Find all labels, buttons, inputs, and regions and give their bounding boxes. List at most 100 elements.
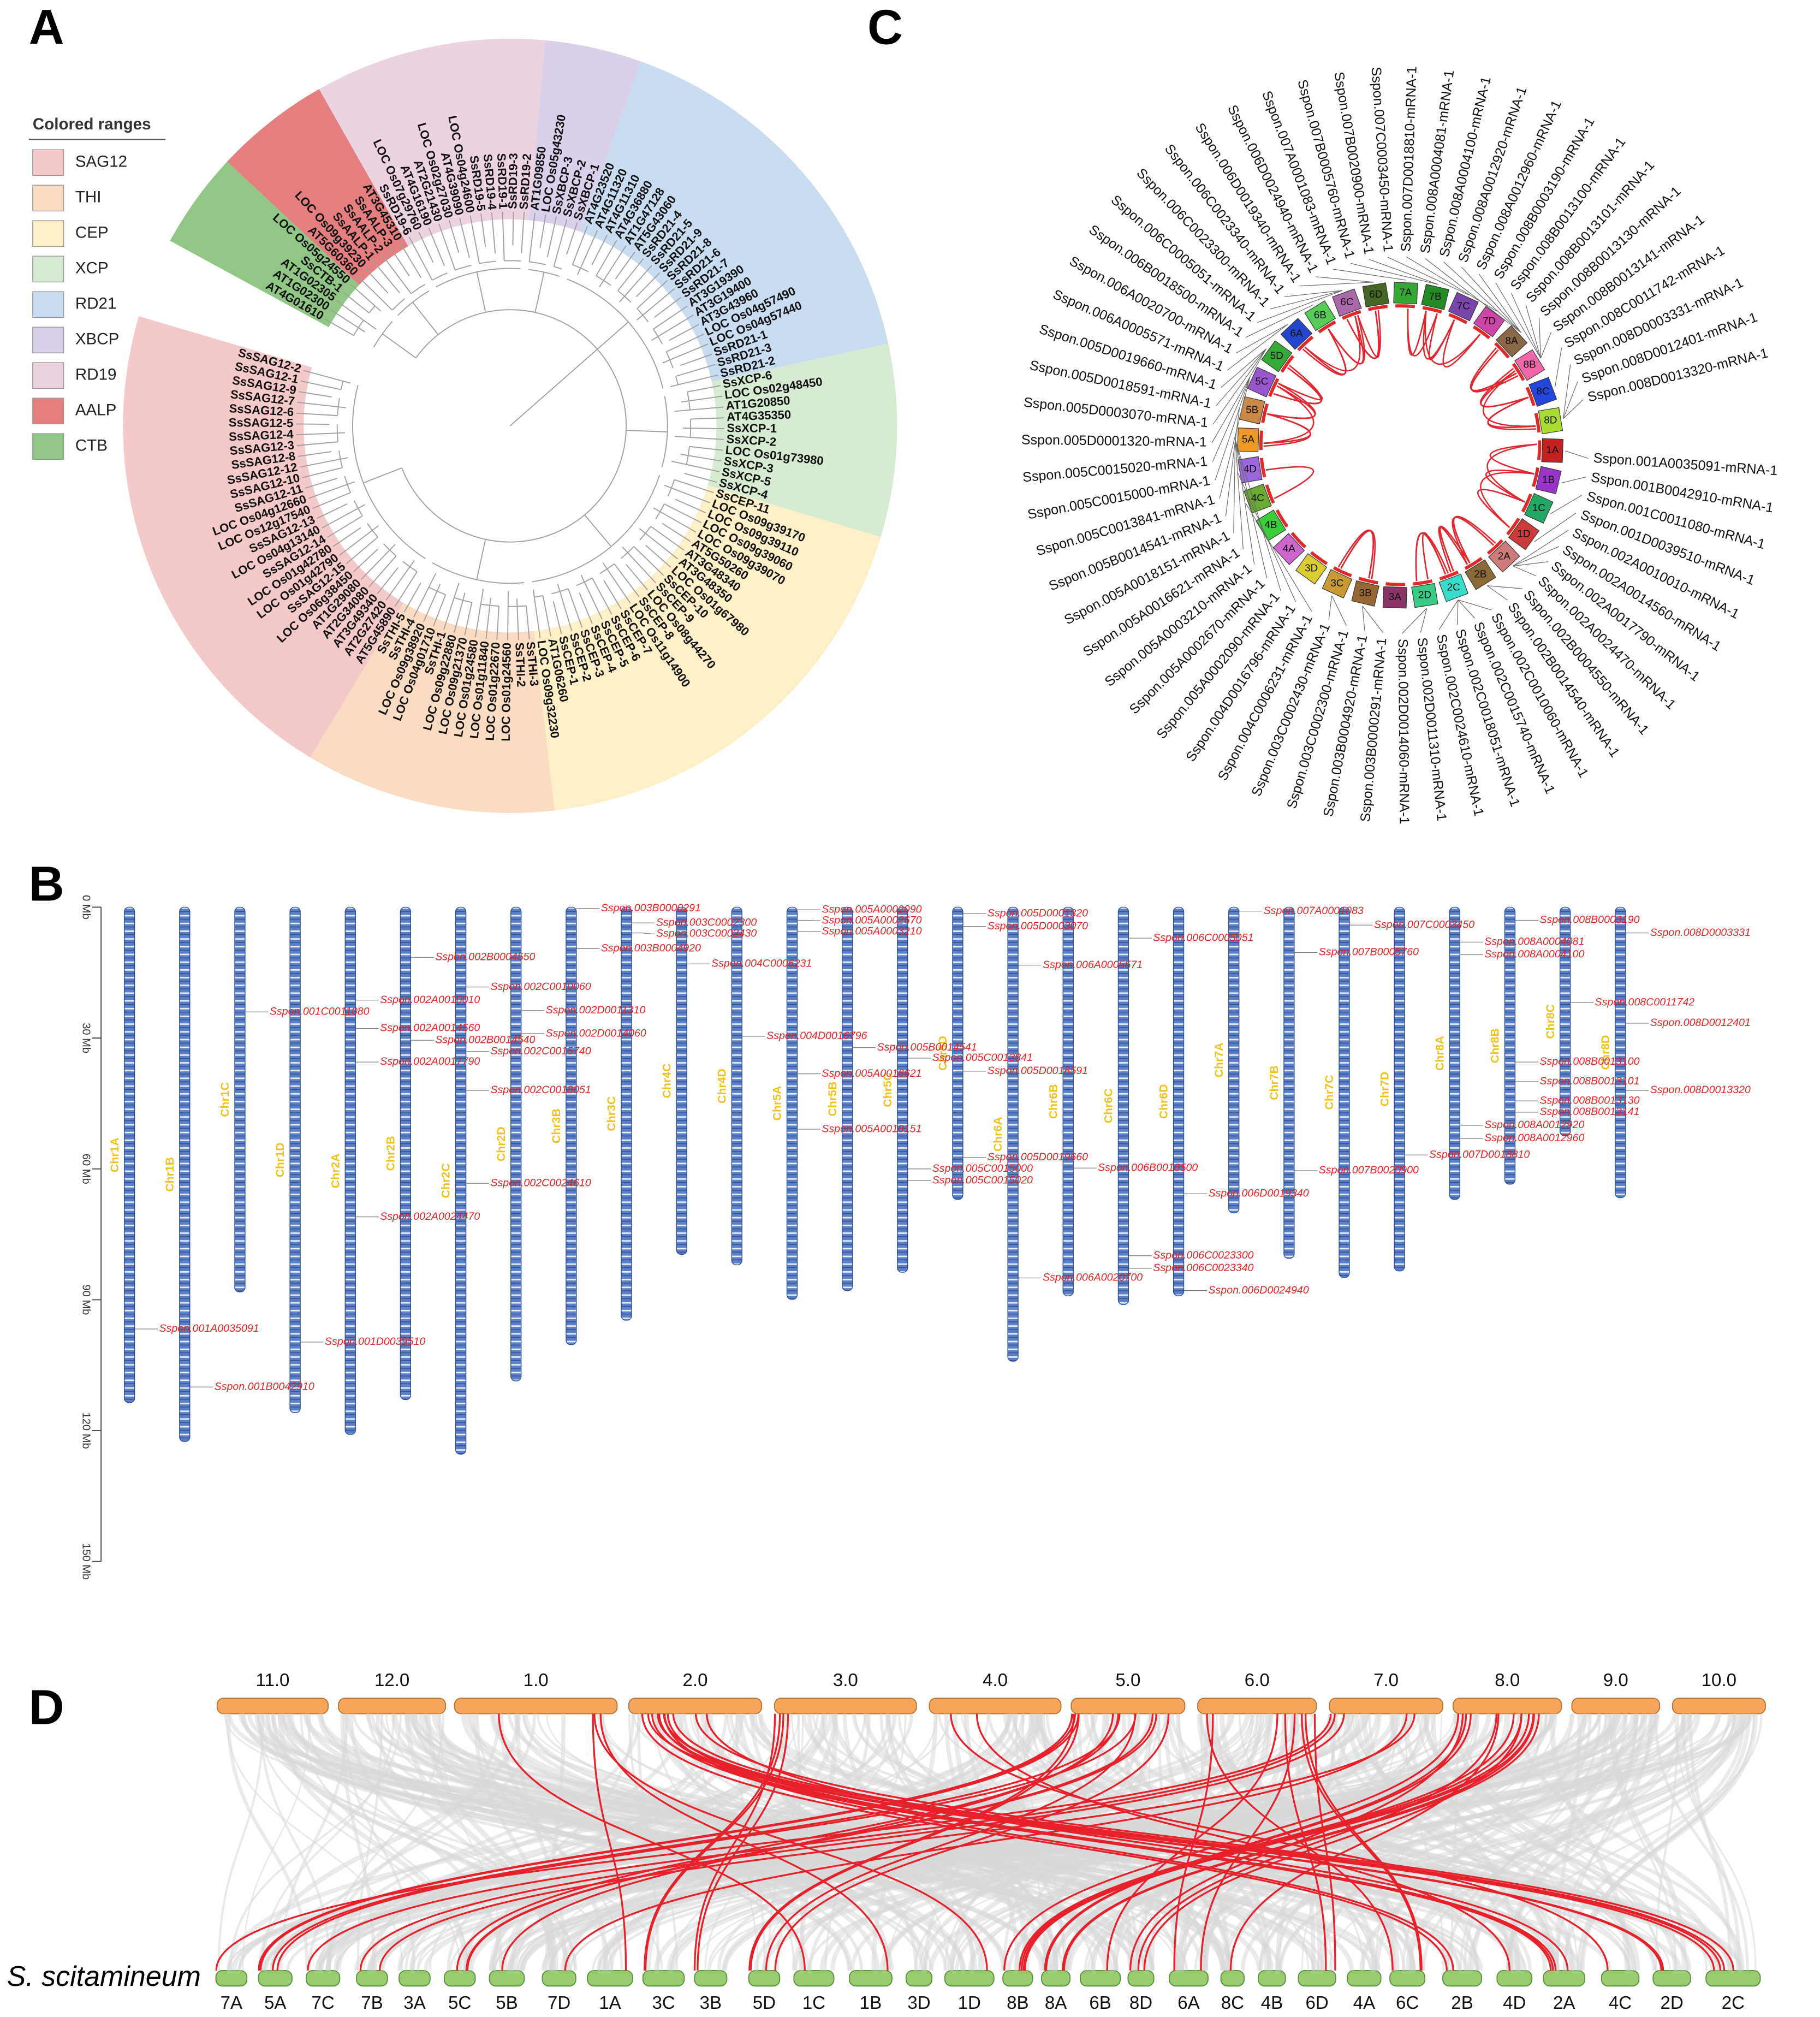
branch: [666, 334, 704, 353]
gene-link: [379, 1713, 1415, 1971]
collinear-block: [1121, 1713, 1178, 1971]
colored-range: [579, 61, 889, 382]
branch: [617, 258, 644, 291]
gene-label: Sspon.005D0018591: [988, 1065, 1088, 1077]
bottom-chromosome-label: 6C: [1396, 1993, 1419, 2013]
branch: [576, 577, 593, 586]
chromosome-box: [1247, 366, 1277, 398]
branch: [326, 515, 363, 538]
branch: [368, 555, 397, 588]
gene-connector: [1513, 561, 1549, 567]
branch: [433, 594, 447, 626]
synteny-link: [1265, 466, 1315, 500]
chromosome-box: [1421, 283, 1449, 310]
gene-connector: [1235, 439, 1268, 579]
chromosome-label: 3C: [1330, 578, 1343, 589]
legend-swatch: [32, 433, 64, 460]
synteny-link: [1489, 443, 1537, 474]
branch: [312, 492, 351, 509]
chromosome-label: Chr1C: [218, 1082, 231, 1117]
collinear-block: [824, 1713, 907, 1971]
branch: [617, 290, 632, 303]
branch: [397, 290, 430, 316]
gene-link: [1045, 1713, 1472, 1971]
synteny-link: [1486, 443, 1537, 503]
chromosome-ring: [1261, 403, 1269, 423]
gene-label: Sspon.007D0018810-mRNA-1: [1398, 66, 1419, 252]
gene-connector: [1513, 546, 1560, 567]
legend-swatch: [32, 149, 64, 176]
gene-connector: [1369, 259, 1438, 285]
collinear-block: [1361, 1713, 1559, 1971]
chromosome-box: [1538, 407, 1563, 435]
chromosome-label: 3B: [1359, 588, 1372, 599]
branch: [684, 473, 717, 483]
synteny-link: [1263, 385, 1315, 444]
branch: [597, 321, 629, 350]
collinear-block: [318, 1713, 1676, 1971]
gene-connector: [1235, 439, 1281, 591]
gene-label: Sspon.005D0019660: [988, 1151, 1088, 1163]
collinear-block: [735, 1713, 766, 1971]
collinear-block: [326, 1713, 642, 1971]
branch: [615, 251, 635, 280]
gene-connector: [1565, 450, 1589, 459]
top-chromosome: [338, 1698, 447, 1715]
chromosome-box: [1541, 438, 1564, 463]
gene-connector: [1458, 600, 1476, 619]
gene-label: Sspon.003C0002300: [656, 916, 757, 928]
branch: [432, 272, 448, 281]
gene-connector: [1487, 585, 1522, 589]
gene-label: Sspon.005B0014541: [877, 1041, 977, 1053]
chromosome-label: 5A: [1242, 434, 1255, 446]
branch: [480, 213, 486, 247]
branch: [639, 526, 651, 541]
branch: [454, 597, 472, 603]
top-chromosome-label: 5.0: [1115, 1670, 1140, 1690]
branch: [377, 567, 399, 595]
chromosome-box: [1382, 586, 1407, 609]
circos-links: [1263, 309, 1537, 582]
chromosome-box: [1351, 580, 1379, 607]
branch: [653, 329, 663, 345]
branch: [687, 391, 691, 410]
bottom-chromosome: [1543, 1969, 1586, 1987]
branch: [681, 395, 723, 403]
legend-label: XBCP: [75, 330, 119, 348]
gene-link: [644, 1713, 784, 1971]
branch: [584, 514, 612, 547]
chromosome-box: [1438, 573, 1469, 602]
branch: [476, 539, 486, 580]
legend-swatch: [32, 327, 64, 354]
gene-connector: [1333, 269, 1406, 281]
branch: [443, 583, 460, 630]
gene-link: [276, 1713, 1137, 1971]
chromosome-ring: [1439, 570, 1459, 580]
gene-label: Sspon.002A0017790: [380, 1055, 480, 1067]
gene-label: Sspon.003C0002430: [656, 928, 757, 940]
gene-connector: [1538, 318, 1541, 359]
gene-connector: [1351, 263, 1438, 285]
branch: [546, 216, 557, 257]
chromosome-ring: [1512, 363, 1525, 381]
collinear-block: [722, 1713, 1621, 1971]
branch: [428, 227, 445, 266]
branch: [680, 353, 712, 366]
chromosome-ring: [1525, 387, 1536, 406]
branch: [596, 240, 617, 276]
branch: [479, 260, 496, 264]
bottom-chromosome-label: 5B: [496, 1993, 518, 2013]
top-chromosome-label: 3.0: [833, 1670, 858, 1690]
gene-label: Sspon.003B0004920: [601, 942, 701, 954]
chromosome: [179, 906, 191, 1442]
bottom-chromosome-label: 1A: [599, 1993, 621, 2013]
chromosome-label: Chr5C: [881, 1072, 894, 1107]
gene-connector: [1236, 471, 1296, 602]
branch: [391, 298, 405, 311]
gene-label: Sspon.008B0013130: [1539, 1094, 1639, 1106]
synteny-link: [1337, 529, 1374, 579]
chromosome-label: 8A: [1506, 335, 1519, 347]
chromosome-label: 7D: [1483, 316, 1496, 327]
chromosome-ring: [1422, 306, 1442, 314]
bottom-chromosome-label: 6B: [1089, 1993, 1111, 2013]
